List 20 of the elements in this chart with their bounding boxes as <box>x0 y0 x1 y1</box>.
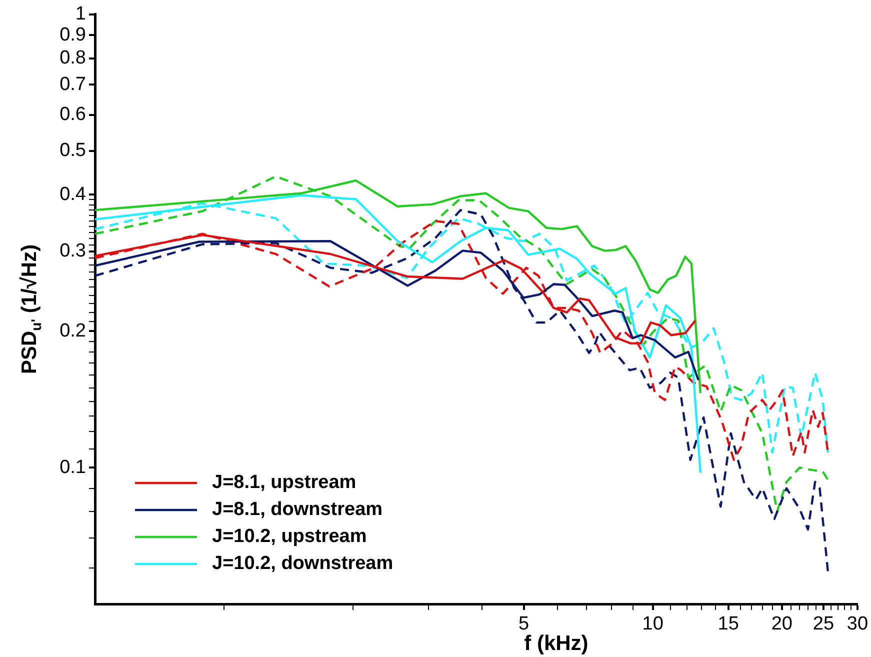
y-tick-label: 0.2 <box>60 320 86 342</box>
y-tick-label: 0.3 <box>60 240 86 262</box>
legend-label: J=10.2, upstream <box>212 526 367 548</box>
x-tick-label: 15 <box>718 614 739 635</box>
y-tick-label: 0.1 <box>60 456 86 478</box>
y-tick-label: 0.7 <box>60 74 86 95</box>
x-tick-label: 30 <box>846 614 868 635</box>
legend-label: J=10.2, downstream <box>212 553 394 574</box>
y-tick-label: 0.8 <box>60 48 86 69</box>
y-tick-label: 0.9 <box>60 24 86 46</box>
x-tick-label: 20 <box>771 614 792 635</box>
legend-label: J=8.1, downstream <box>212 499 383 520</box>
y-tick-label: 0.5 <box>60 140 86 162</box>
y-tick-label: 1 <box>75 4 86 25</box>
legend-label: J=8.1, upstream <box>212 472 356 494</box>
y-tick-label: 0.6 <box>60 104 86 126</box>
x-tick-label: 10 <box>642 614 664 635</box>
x-tick-label: 25 <box>812 614 834 635</box>
y-axis-title: PSDu' (1/√Hz) <box>18 244 44 374</box>
y-tick-label: 0.4 <box>60 184 86 205</box>
